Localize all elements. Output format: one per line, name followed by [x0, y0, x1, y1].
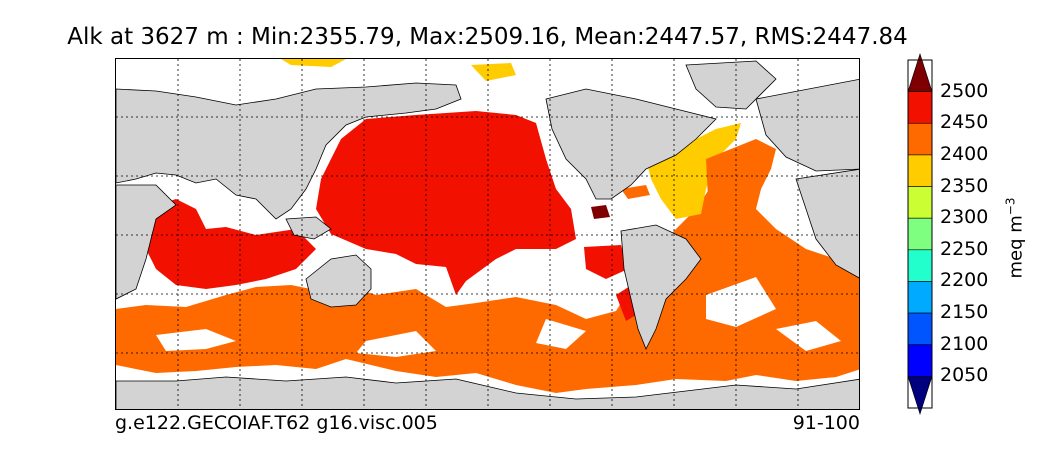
colorbar-cell [907, 376, 933, 415]
colorbar-cell [907, 91, 933, 124]
region-atlantic-orange [681, 139, 776, 279]
region-southern-ocean [116, 149, 859, 393]
colorbar-cell [907, 344, 933, 377]
land-europe-right [755, 78, 859, 172]
colorbar-cell [907, 217, 933, 251]
land-africa [116, 184, 177, 300]
colorbar-cell [907, 249, 933, 282]
southern-ocean-gap-3 [706, 277, 776, 327]
world-map [115, 58, 860, 410]
colorbar-cell [907, 122, 933, 156]
colorbar-tick-label: 2050 [940, 364, 989, 387]
colorbar-cell [907, 154, 933, 187]
year-range-caption: 91-100 [792, 412, 860, 434]
colorbar-tick-label: 2500 [940, 79, 989, 102]
region-gulf-orange [621, 185, 650, 199]
colorbar-cell [907, 281, 933, 314]
region-arctic-1 [471, 63, 516, 81]
land-africa-east [795, 168, 859, 279]
colorbar-tick-label: 2450 [940, 111, 989, 134]
colorbar [907, 53, 933, 415]
colorbar-frame [907, 59, 933, 409]
plot-title: Alk at 3627 m : Min:2355.79, Max:2509.16… [67, 24, 908, 50]
region-south-atlantic-red [584, 245, 628, 279]
colorbar-tick-label: 2100 [940, 332, 989, 355]
land-north-america [545, 88, 717, 200]
land-greenland [685, 60, 777, 110]
region-arctic-2 [281, 59, 346, 67]
colorbar-tick-label: 2350 [940, 174, 989, 197]
colorbar-tick-label: 2150 [940, 301, 989, 324]
region-pacific [316, 111, 576, 295]
colorbar-unit-label: meq m−3 [1003, 197, 1027, 279]
colorbar-tick-label: 2400 [940, 142, 989, 165]
southern-ocean-gap-1 [156, 329, 236, 351]
land-south-america [620, 224, 702, 350]
run-name-caption: g.e122.GECOIAF.T62 g16.visc.005 [115, 412, 438, 434]
map-canvas [116, 59, 859, 409]
land-indonesia [285, 216, 332, 240]
southern-ocean-gap-5 [536, 319, 586, 349]
region-caribbean-deep-red [591, 205, 610, 219]
colorbar-tick-label: 2200 [940, 269, 989, 292]
map-grid [116, 59, 859, 409]
southern-ocean-gap-4 [776, 321, 841, 351]
region-indian-ocean [146, 199, 316, 289]
colorbar-tick-label: 2250 [940, 237, 989, 260]
region-north-atlantic [646, 123, 741, 219]
colorbar-cell [907, 186, 933, 219]
southern-ocean-gap-2 [356, 331, 436, 357]
colorbar-cell [907, 312, 933, 346]
colorbar-tick-label: 2300 [940, 206, 989, 229]
